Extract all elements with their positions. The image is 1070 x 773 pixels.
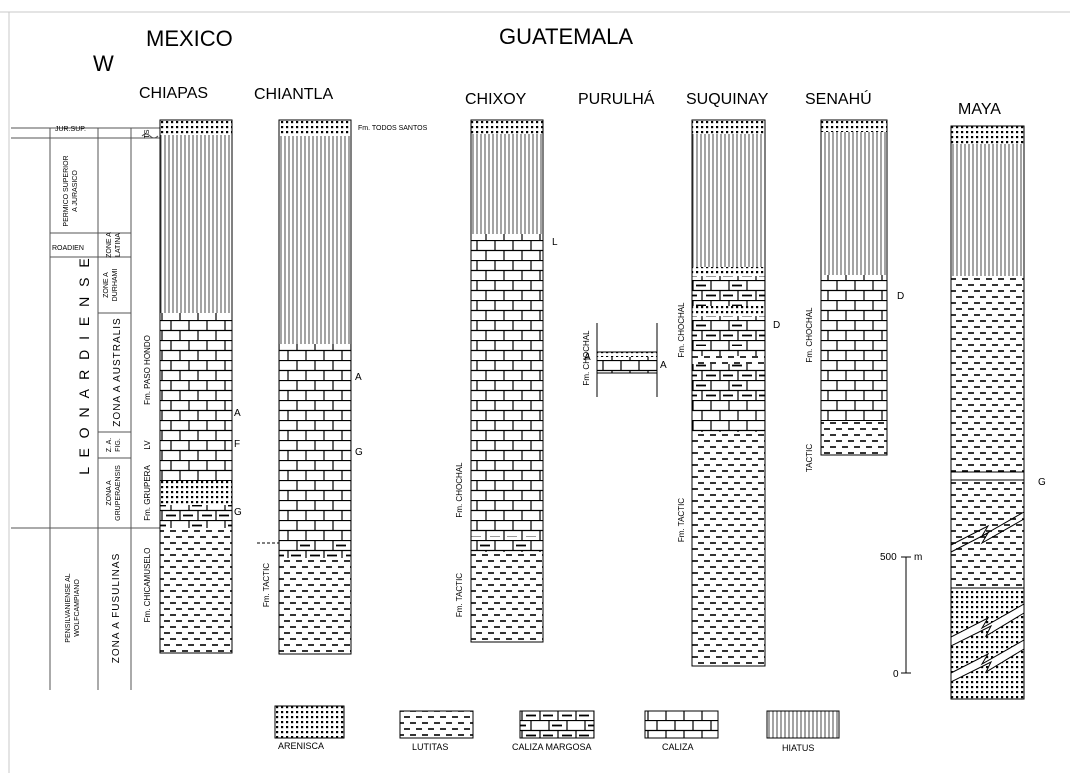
legend-item-hiatus: HIATUS (766, 710, 840, 753)
label-jur-sup: JUR.SUP. (55, 126, 86, 133)
legend-item-lutitas: LUTITAS (399, 710, 474, 752)
label-fm-grupera: Fm. GRUPERA (143, 465, 152, 521)
svg-text:DURHAMI: DURHAMI (112, 269, 119, 302)
legend-label-caliza-margosa: CALIZA MARGOSA (512, 742, 592, 752)
column-name-chiantla: CHIANTLA (254, 86, 333, 103)
chronostratigraphic-table (11, 127, 160, 690)
label-zona-australis: ZONA A AUSTRALIS (112, 317, 123, 426)
label-zona-grupera: ZONA A GRUPERAENSIS (106, 465, 122, 521)
svg-text:ZONE A: ZONE A (103, 272, 110, 298)
marker-l-chixoy: L (552, 237, 558, 248)
label-permico: PERMICO SUPERIOR A JURASICO (63, 155, 79, 226)
svg-text:A JURASICO: A JURASICO (72, 170, 79, 212)
label-roadien: ROADIEN (52, 245, 84, 252)
column-suquinay (691, 119, 766, 667)
legend-item-arenisca: ARENISCA (274, 705, 345, 751)
marker-a-purulha-left: A (584, 352, 591, 363)
column-name-senahu: SENAHÚ (805, 89, 872, 108)
label-fm-chochal-senahu: Fm. CHOCHAL (805, 307, 814, 363)
legend-label-hiatus: HIATUS (782, 743, 814, 753)
label-fm-chicamuselo: Fm. CHICAMUSELO (143, 548, 152, 623)
marker-d-senahu: D (897, 291, 904, 302)
column-senahu (820, 119, 888, 456)
legend-item-caliza-margosa: CALIZA MARGOSA (512, 710, 595, 752)
ts-wavy-contact (141, 133, 159, 139)
scale-bar (901, 556, 911, 674)
column-name-maya: MAYA (958, 101, 1001, 118)
marker-a-chiantla: A (355, 372, 362, 383)
region-mexico: MEXICO (146, 26, 233, 51)
label-fm-tactic-suquinay: Fm. TACTIC (677, 498, 686, 542)
svg-text:Z. A.: Z. A. (106, 438, 113, 452)
label-pensilvaniense: PENSILVANIENSE AL WOLFCAMPIANO (65, 573, 81, 642)
west-label: W (93, 51, 114, 76)
scale-unit: m (914, 552, 922, 563)
svg-text:WOLFCAMPIANO: WOLFCAMPIANO (74, 579, 81, 637)
column-name-chixoy: CHIXOY (465, 91, 527, 108)
column-name-chiapas: CHIAPAS (139, 85, 208, 102)
svg-text:ZONE A: ZONE A (106, 232, 113, 258)
label-fm-tactic-chixoy: Fm. TACTIC (455, 573, 464, 617)
label-fm-paso-hondo: Fm. PASO HONDO (143, 335, 152, 405)
svg-text:FIG.: FIG. (115, 438, 122, 452)
legend-label-arenisca: ARENISCA (278, 741, 324, 751)
marker-g-chiantla: G (355, 447, 363, 458)
label-fm-tactic-senahu: TACTIC (805, 444, 814, 473)
label-za-fig: Z. A. FIG. (106, 438, 122, 452)
column-maya (950, 125, 1025, 700)
column-chixoy (470, 119, 544, 643)
column-name-suquinay: SUQUINAY (686, 91, 769, 108)
label-fm-chochal-purulha: Fm. CHOCHAL (582, 330, 591, 386)
marker-a-purulha-right: A (660, 360, 667, 371)
label-zone-durhami: ZONE A DURHAMI (103, 269, 119, 302)
marker-g-maya: G (1038, 477, 1046, 488)
column-name-purulha: PURULHÁ (578, 89, 655, 108)
column-purulha (596, 323, 658, 397)
scale-label-0: 0 (893, 669, 899, 680)
label-ts: TS (144, 129, 151, 138)
marker-g-chiapas: G (234, 507, 242, 518)
label-leonardiense: L E O N A R D I E N S E (76, 255, 92, 474)
marker-f-chiapas: F (234, 439, 240, 450)
label-fm-chochal-chixoy: Fm. CHOCHAL (455, 462, 464, 518)
label-fm-todos-santos: Fm. TODOS SANTOS (358, 125, 428, 132)
column-chiantla (257, 119, 352, 655)
legend-item-caliza: CALIZA (644, 710, 719, 752)
svg-text:ZONA A: ZONA A (106, 480, 113, 506)
marker-d-suquinay: D (773, 320, 780, 331)
label-zone-latina: ZONE A LATINA (106, 232, 122, 258)
label-fm-chochal-suquinay: Fm. CHOCHAL (677, 302, 686, 358)
svg-text:GRUPERAENSIS: GRUPERAENSIS (115, 465, 122, 521)
svg-text:PERMICO SUPERIOR: PERMICO SUPERIOR (63, 155, 70, 226)
label-fm-tactic-chiantla: Fm. TACTIC (262, 563, 271, 607)
legend-label-caliza: CALIZA (662, 742, 694, 752)
marker-a-chiapas: A (234, 408, 241, 419)
svg-text:LATINA: LATINA (115, 233, 122, 257)
label-zona-fusulinas: ZONA A FUSULINAS (111, 553, 122, 663)
legend-label-lutitas: LUTITAS (412, 742, 448, 752)
svg-text:PENSILVANIENSE AL: PENSILVANIENSE AL (65, 573, 72, 642)
legend: ARENISCA LUTITAS CALIZA MARGOSA CALIZA H… (274, 705, 840, 753)
region-guatemala: GUATEMALA (499, 24, 633, 49)
column-chiapas (159, 119, 233, 654)
scale-label-500: 500 (880, 552, 897, 563)
label-lv: LV (143, 440, 152, 450)
